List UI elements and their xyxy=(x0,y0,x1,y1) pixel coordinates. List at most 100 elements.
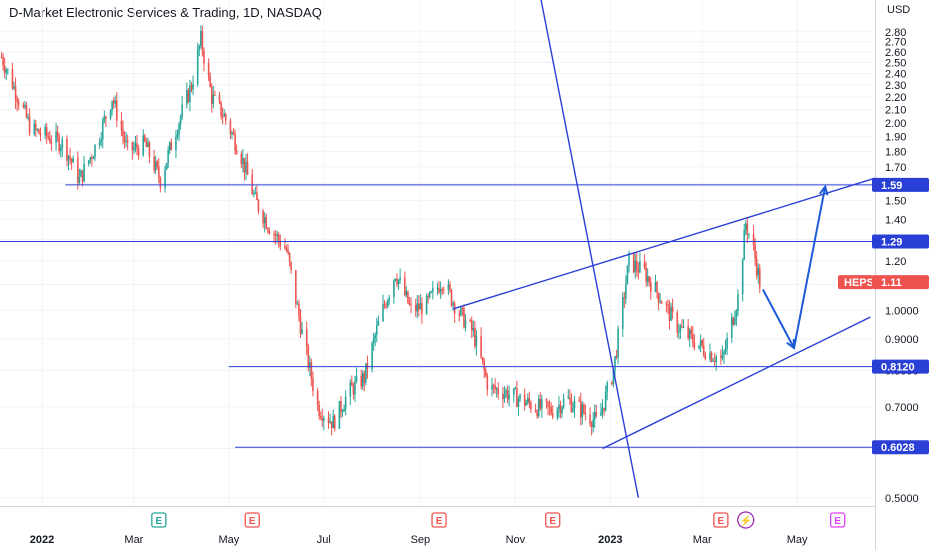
candle-body xyxy=(179,116,182,124)
earnings-event-icon[interactable] xyxy=(244,512,260,528)
candle-body xyxy=(94,144,96,158)
candle-body xyxy=(385,305,387,307)
candle-body xyxy=(296,303,299,305)
price-tick-label: 1.40 xyxy=(885,214,906,226)
candle-body xyxy=(137,148,140,156)
candle-body xyxy=(115,100,118,121)
candle-body xyxy=(480,335,482,358)
candle-body xyxy=(190,85,193,90)
candle-body xyxy=(626,265,629,285)
projection-arrow[interactable] xyxy=(762,289,795,349)
candle-body xyxy=(701,340,703,346)
drawing-layer[interactable] xyxy=(0,0,876,498)
dividend-event-icon[interactable] xyxy=(737,511,755,529)
arrow-head xyxy=(818,184,829,196)
candle-body xyxy=(393,280,395,298)
candle-body xyxy=(461,307,464,309)
candle-body xyxy=(720,356,722,359)
earnings-event-icon[interactable] xyxy=(431,512,447,528)
candle-body xyxy=(24,105,26,108)
candle-body xyxy=(212,94,215,104)
price-axis: USD 2.802.702.602.502.402.302.202.102.00 1… xyxy=(838,0,932,550)
candle-body xyxy=(450,290,453,306)
candle-body xyxy=(257,200,260,212)
candle-body xyxy=(340,401,342,413)
time-tick-label: Mar xyxy=(693,534,712,546)
candle-body xyxy=(36,129,39,131)
earnings-event-icon[interactable] xyxy=(829,512,846,528)
candle-body xyxy=(659,302,661,304)
candle-body xyxy=(645,267,647,282)
earnings-event-icon[interactable] xyxy=(151,512,167,528)
candle-body xyxy=(207,63,210,77)
time-axis: 2022 Mar May Jul Sep Nov 2023 Mar May xyxy=(0,506,875,546)
candle-body xyxy=(506,390,509,400)
price-tick-label: 2.00 xyxy=(885,118,906,130)
candle-body xyxy=(536,411,538,417)
candle-body xyxy=(214,94,216,96)
price-axis-panel xyxy=(875,0,932,550)
candle-body xyxy=(142,135,145,156)
candle-body xyxy=(595,412,598,416)
candle-body xyxy=(355,375,358,382)
candle-body xyxy=(679,326,682,332)
candle-body xyxy=(508,394,510,400)
candle-body xyxy=(332,415,334,429)
candle-body xyxy=(527,397,529,403)
candle-body xyxy=(483,361,486,371)
candle-body xyxy=(481,357,484,362)
candle-body xyxy=(537,398,540,417)
trend-line[interactable] xyxy=(452,177,876,310)
candle-body xyxy=(44,126,46,136)
candle-body xyxy=(416,303,419,312)
level-badge xyxy=(872,359,929,374)
candle-body xyxy=(321,417,324,422)
candle-body xyxy=(189,85,191,102)
candle-body xyxy=(746,223,749,235)
candle-body xyxy=(383,303,386,306)
price-tick-label: 2.10 xyxy=(885,105,906,117)
trend-line[interactable] xyxy=(540,0,640,498)
candle-body xyxy=(245,161,247,173)
candle-body xyxy=(333,415,336,429)
candle-body xyxy=(6,69,9,71)
candle-body xyxy=(690,329,693,334)
candle-body xyxy=(266,228,269,231)
candle-body xyxy=(120,120,123,130)
candle-body xyxy=(377,320,380,326)
candle-body xyxy=(439,289,442,293)
event-label: E xyxy=(249,516,256,527)
candle-body xyxy=(545,399,548,402)
candle-body xyxy=(352,385,355,395)
candle-body xyxy=(562,398,565,408)
candle-body xyxy=(713,360,716,362)
candle-body xyxy=(709,352,711,360)
candle-body xyxy=(349,381,352,397)
price-tick-label: 1.0000 xyxy=(885,305,919,317)
candle-body xyxy=(741,259,744,295)
candle-body xyxy=(327,417,330,423)
event-markers[interactable]: E E E E E ⚡ E xyxy=(151,511,846,529)
candle-body xyxy=(242,157,244,165)
price-tick-label: 1.20 xyxy=(885,256,906,268)
candle-body xyxy=(148,142,151,157)
trend-line[interactable] xyxy=(602,316,871,450)
earnings-event-icon[interactable] xyxy=(713,512,729,528)
candle-body xyxy=(344,396,347,409)
level-badge xyxy=(872,177,929,192)
candle-body xyxy=(606,382,609,392)
candle-body xyxy=(78,176,81,183)
candle-body xyxy=(167,150,169,164)
earnings-event-icon[interactable] xyxy=(545,512,561,528)
candle-body xyxy=(181,104,183,117)
candle-body xyxy=(438,287,440,293)
candle-body xyxy=(442,289,445,291)
candle-body xyxy=(530,402,532,410)
candle-body xyxy=(200,31,202,46)
price-tick-label: 0.7000 xyxy=(885,402,919,414)
event-label: ⚡ xyxy=(740,514,752,527)
projection-arrow[interactable] xyxy=(793,186,827,349)
candle-body xyxy=(125,140,127,143)
candle-body xyxy=(625,284,627,299)
